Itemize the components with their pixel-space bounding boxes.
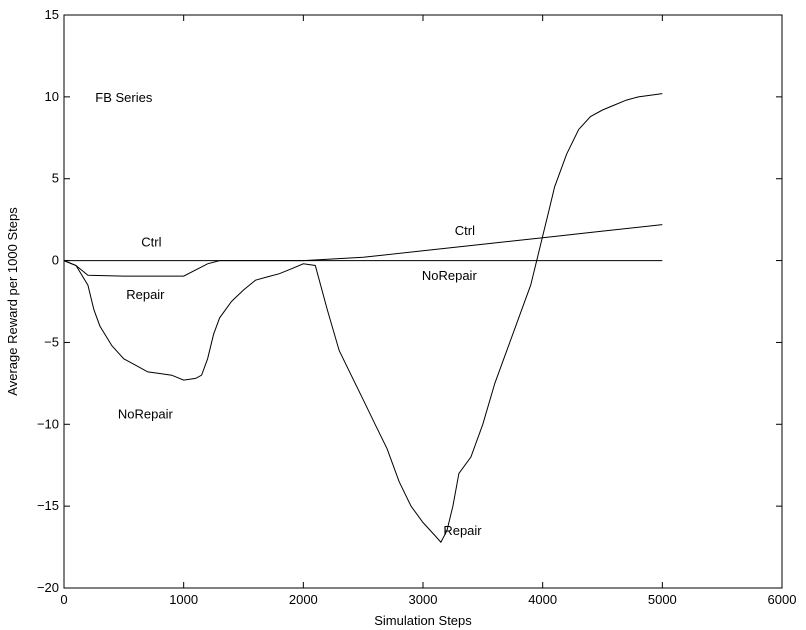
y-tick-label: −20	[37, 580, 59, 595]
x-axis-label: Simulation Steps	[374, 613, 472, 628]
x-tick-label: 1000	[169, 592, 198, 607]
annotation-label: Repair	[443, 523, 482, 538]
y-tick-label: −10	[37, 416, 59, 431]
series-line-0	[63, 224, 663, 277]
y-tick-label: 5	[52, 171, 59, 186]
plot-frame	[63, 14, 783, 589]
annotation-label: FB Series	[95, 90, 153, 105]
series-layer	[63, 93, 663, 544]
annotations-layer: FB Series Ctrl Repair NoRepair Ctrl NoRepair R…	[95, 90, 482, 538]
series-line-2	[63, 93, 663, 544]
y-axis-label: Average Reward per 1000 Steps	[5, 207, 20, 396]
annotation-label: Ctrl	[455, 223, 475, 238]
y-tick-label: 15	[45, 7, 59, 22]
x-tick-label: 6000	[768, 592, 797, 607]
annotation-label: Repair	[126, 287, 165, 302]
annotation-label: NoRepair	[422, 268, 478, 283]
annotation-label: Ctrl	[141, 235, 161, 250]
x-tick-label: 4000	[528, 592, 557, 607]
x-tick-label: 2000	[289, 592, 318, 607]
y-tick-label: −5	[44, 334, 59, 349]
y-tick-label: −15	[37, 498, 59, 513]
ticks-layer: 0 1000 2000 3000 4000 5000 6000 −20 −15 −10 −5 0 5 10…	[37, 7, 797, 607]
annotation-label: NoRepair	[118, 407, 174, 422]
x-tick-label: 3000	[409, 592, 438, 607]
x-tick-label: 5000	[648, 592, 677, 607]
y-tick-label: 10	[45, 89, 59, 104]
y-tick-label: 0	[52, 253, 59, 268]
x-tick-label: 0	[60, 592, 67, 607]
